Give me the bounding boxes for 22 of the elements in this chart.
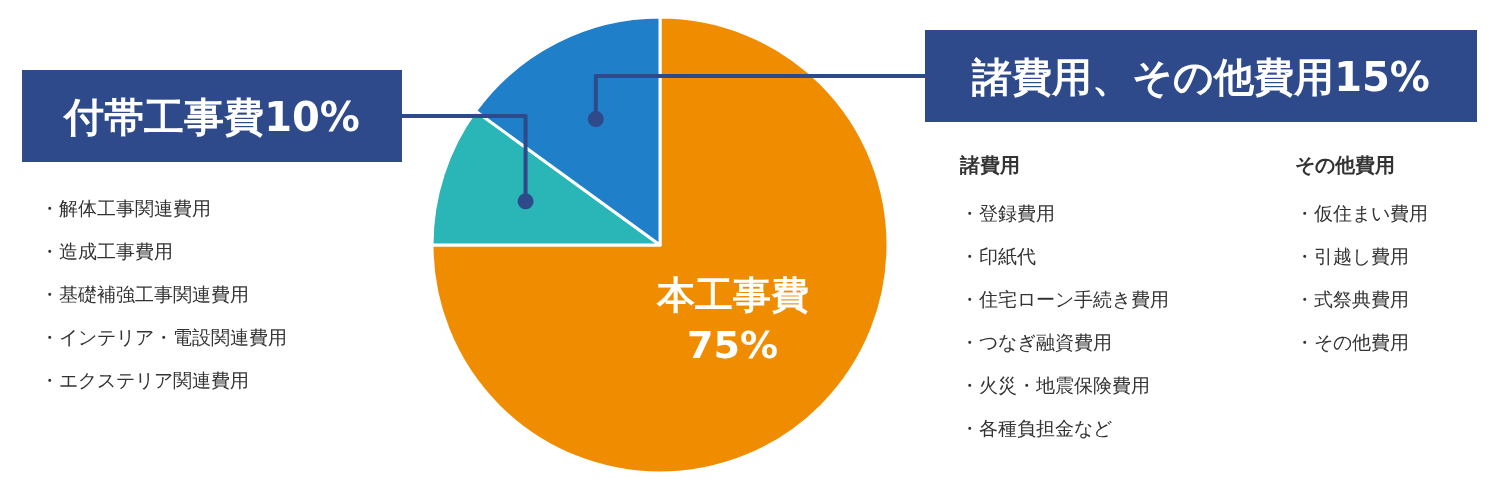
text: ・火災・地震保険費用 [960,374,1150,396]
text: ・エクステリア関連費用 [40,369,249,391]
text: ・引越し費用 [1295,245,1409,267]
slice-label: 本工事費 [655,272,809,317]
text: ・仮住まい費用 [1295,202,1428,224]
text: ・インテリア・電設関連費用 [40,326,287,348]
data-label: 75% [687,322,779,367]
pie-slice [430,15,890,475]
slice-label: 諸費用、その他費用15% [971,54,1430,100]
text: ・基礎補強工事関連費用 [40,283,249,305]
text: ・その他費用 [1295,331,1409,353]
text: ・各種負担金など [960,417,1112,439]
text: ・造成工事費用 [40,240,173,262]
slice-label: 付帯工事費10% [62,94,360,140]
text: ・つなぎ融資費用 [960,331,1112,353]
text: ・解体工事関連費用 [40,197,211,219]
text: ・住宅ローン手続き費用 [960,288,1169,310]
text: ・登録費用 [960,202,1055,224]
text: ・印紙代 [960,245,1036,267]
text: ・式祭典費用 [1295,288,1409,310]
text: その他費用 [1295,153,1395,177]
text: 諸費用 [959,153,1020,177]
